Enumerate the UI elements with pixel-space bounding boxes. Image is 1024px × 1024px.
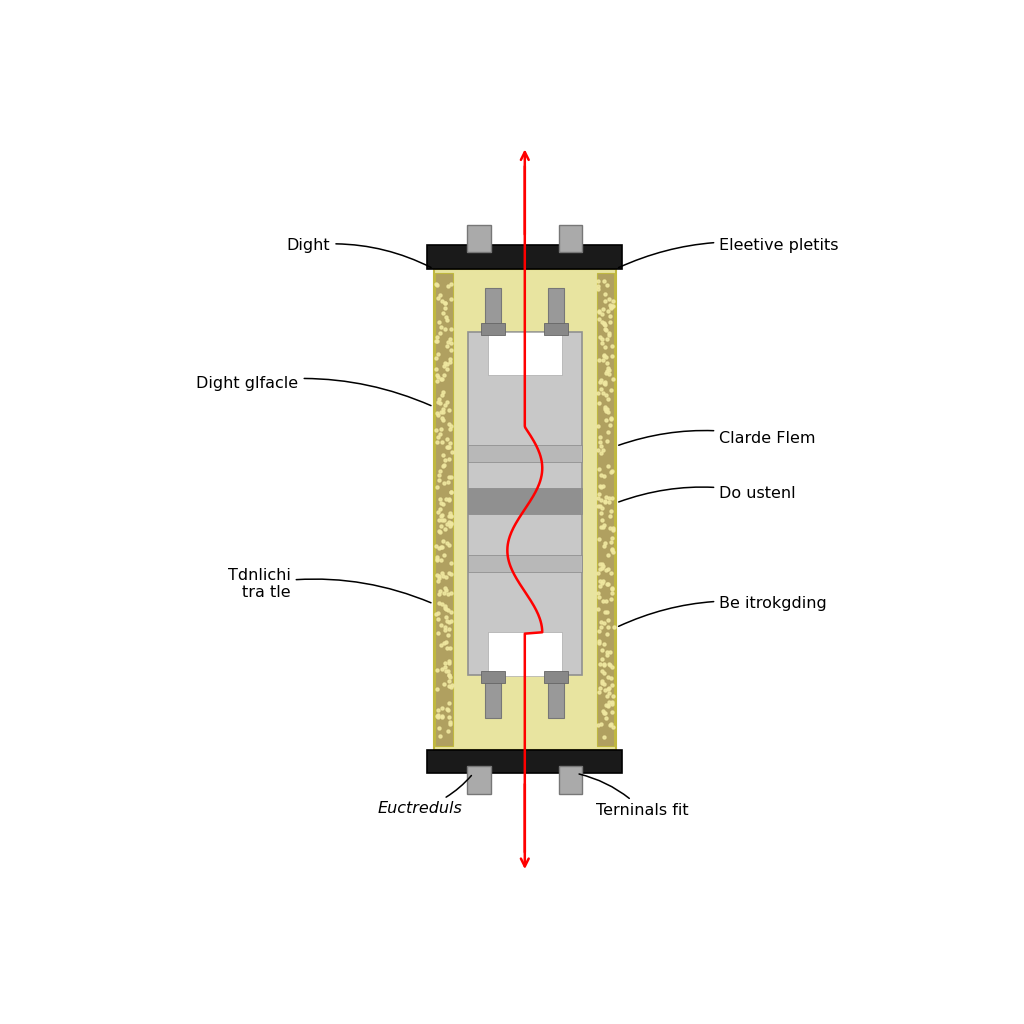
Bar	[548, 675, 564, 718]
Bar	[427, 750, 623, 773]
Bar	[597, 272, 614, 745]
Bar	[435, 272, 453, 745]
Text: Euctreduls: Euctreduls	[378, 775, 471, 816]
Text: Clarde Flem: Clarde Flem	[618, 430, 816, 445]
Text: Do ustenl: Do ustenl	[618, 486, 796, 502]
Bar	[468, 332, 582, 675]
Bar	[487, 332, 562, 375]
Text: Dight: Dight	[287, 238, 431, 267]
Text: Dight glfacle: Dight glfacle	[197, 376, 431, 406]
Text: Be itrokgding: Be itrokgding	[618, 596, 827, 627]
Text: Terninals fit: Terninals fit	[580, 774, 689, 818]
Bar	[467, 224, 492, 252]
Bar	[468, 444, 582, 462]
Bar	[468, 555, 582, 572]
Bar	[433, 268, 616, 750]
Bar	[427, 245, 623, 268]
Bar	[468, 488, 582, 514]
Bar	[481, 671, 505, 683]
Bar	[487, 632, 562, 676]
Bar	[485, 675, 502, 718]
Bar	[467, 766, 492, 794]
Text: Eleetive pletits: Eleetive pletits	[618, 238, 839, 267]
Bar	[558, 766, 583, 794]
Bar	[558, 224, 583, 252]
Bar	[545, 324, 568, 335]
Bar	[545, 671, 568, 683]
Bar	[481, 324, 505, 335]
Text: Tdnlichi
tra tle: Tdnlichi tra tle	[227, 568, 431, 603]
Bar	[548, 289, 564, 332]
Bar	[485, 289, 502, 332]
